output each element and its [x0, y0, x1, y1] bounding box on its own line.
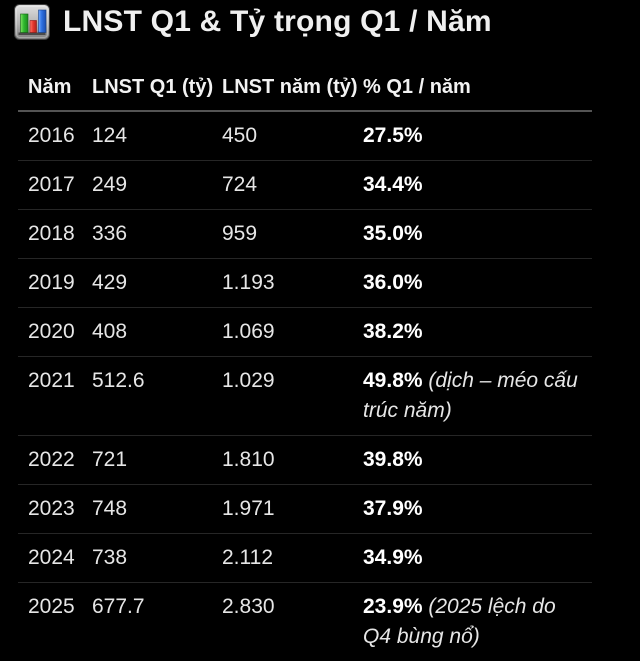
- cell-lnst-nam: 1.029: [222, 357, 363, 436]
- cell-pct: 39.8%: [363, 436, 592, 485]
- cell-pct: 35.0%: [363, 210, 592, 259]
- cell-year: 2019: [18, 259, 92, 308]
- table-header-row: Năm LNST Q1 (tỷ) LNST năm (tỷ) % Q1 / nă…: [18, 66, 592, 111]
- cell-lnst-nam: 450: [222, 111, 363, 161]
- pct-value: 34.4%: [363, 173, 423, 196]
- cell-year: 2021: [18, 357, 92, 436]
- cell-pct: 37.9%: [363, 485, 592, 534]
- page-title: LNST Q1 & Tỷ trọng Q1 / Năm: [63, 5, 492, 39]
- cell-lnst-nam: 1.193: [222, 259, 363, 308]
- pct-value: 34.9%: [363, 546, 423, 569]
- title-bar: LNST Q1 & Tỷ trọng Q1 / Năm: [0, 0, 640, 42]
- table-row: 2021 512.6 1.029 49.8% (dịch – méo cấu t…: [18, 357, 592, 436]
- table-row: 2023 748 1.971 37.9%: [18, 485, 592, 534]
- cell-lnst-q1: 677.7: [92, 583, 222, 661]
- cell-lnst-nam: 959: [222, 210, 363, 259]
- pct-value: 49.8%: [363, 369, 423, 392]
- cell-year: 2024: [18, 534, 92, 583]
- data-table-container: Năm LNST Q1 (tỷ) LNST năm (tỷ) % Q1 / nă…: [18, 66, 592, 661]
- pct-value: 35.0%: [363, 222, 423, 245]
- cell-year: 2025: [18, 583, 92, 661]
- pct-value: 38.2%: [363, 320, 423, 343]
- cell-lnst-q1: 429: [92, 259, 222, 308]
- pct-value: 36.0%: [363, 271, 423, 294]
- table-row: 2016 124 450 27.5%: [18, 111, 592, 161]
- pct-value: 39.8%: [363, 448, 423, 471]
- cell-pct: 38.2%: [363, 308, 592, 357]
- cell-pct: 36.0%: [363, 259, 592, 308]
- column-header-year: Năm: [18, 66, 92, 111]
- pct-value: 27.5%: [363, 124, 423, 147]
- cell-lnst-q1: 124: [92, 111, 222, 161]
- table-row: 2022 721 1.810 39.8%: [18, 436, 592, 485]
- cell-lnst-nam: 1.069: [222, 308, 363, 357]
- cell-lnst-q1: 512.6: [92, 357, 222, 436]
- pct-value: 37.9%: [363, 497, 423, 520]
- table-row: 2024 738 2.112 34.9%: [18, 534, 592, 583]
- cell-lnst-nam: 1.971: [222, 485, 363, 534]
- cell-year: 2023: [18, 485, 92, 534]
- column-header-pct: % Q1 / năm: [363, 66, 592, 111]
- cell-year: 2016: [18, 111, 92, 161]
- cell-lnst-q1: 738: [92, 534, 222, 583]
- lnst-table: Năm LNST Q1 (tỷ) LNST năm (tỷ) % Q1 / nă…: [18, 66, 592, 661]
- cell-year: 2017: [18, 161, 92, 210]
- pct-value: 23.9%: [363, 595, 423, 618]
- bar-chart-icon: [14, 4, 50, 40]
- cell-pct: 27.5%: [363, 111, 592, 161]
- cell-lnst-nam: 724: [222, 161, 363, 210]
- cell-lnst-nam: 1.810: [222, 436, 363, 485]
- cell-pct: 49.8% (dịch – méo cấu trúc năm): [363, 357, 592, 436]
- cell-pct: 23.9% (2025 lệch do Q4 bùng nổ): [363, 583, 592, 661]
- cell-year: 2022: [18, 436, 92, 485]
- table-row: 2025 677.7 2.830 23.9% (2025 lệch do Q4 …: [18, 583, 592, 661]
- cell-lnst-q1: 336: [92, 210, 222, 259]
- cell-lnst-q1: 721: [92, 436, 222, 485]
- column-header-lnst-q1: LNST Q1 (tỷ): [92, 66, 222, 111]
- cell-pct: 34.4%: [363, 161, 592, 210]
- cell-year: 2018: [18, 210, 92, 259]
- table-row: 2020 408 1.069 38.2%: [18, 308, 592, 357]
- table-row: 2019 429 1.193 36.0%: [18, 259, 592, 308]
- table-body: 2016 124 450 27.5% 2017 249 724 34.4% 20…: [18, 111, 592, 661]
- table-row: 2018 336 959 35.0%: [18, 210, 592, 259]
- cell-pct: 34.9%: [363, 534, 592, 583]
- cell-year: 2020: [18, 308, 92, 357]
- cell-lnst-q1: 408: [92, 308, 222, 357]
- table-row: 2017 249 724 34.4%: [18, 161, 592, 210]
- cell-lnst-q1: 249: [92, 161, 222, 210]
- cell-lnst-nam: 2.112: [222, 534, 363, 583]
- cell-lnst-q1: 748: [92, 485, 222, 534]
- column-header-lnst-nam: LNST năm (tỷ): [222, 66, 363, 111]
- cell-lnst-nam: 2.830: [222, 583, 363, 661]
